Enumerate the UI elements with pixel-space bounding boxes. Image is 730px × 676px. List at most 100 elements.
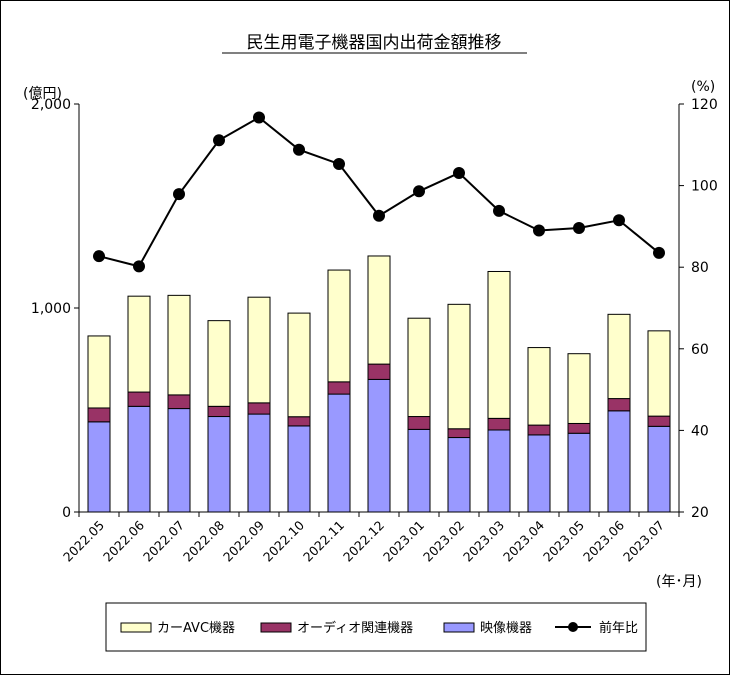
- bar-segment: [87, 407, 111, 423]
- plot-area: 01,0002,000204060801001202022.052022.062…: [31, 97, 718, 565]
- bar-segment: [327, 269, 351, 383]
- bar-segment: [287, 425, 311, 513]
- left-tick-label: 1,000: [31, 301, 71, 317]
- legend-swatch: [443, 622, 475, 633]
- bar-segment: [487, 417, 511, 431]
- line-point: [253, 111, 265, 124]
- right-axis-unit: (%): [691, 79, 715, 95]
- legend-label: カーAVC機器: [157, 621, 235, 636]
- bar-segment: [527, 347, 551, 426]
- x-tick-label: 2022.12: [340, 518, 387, 565]
- bar-segment: [327, 393, 351, 513]
- bar-segment: [367, 378, 391, 513]
- legend-swatch: [260, 622, 292, 633]
- right-tick-label: 80: [691, 260, 709, 276]
- bar-segment: [607, 410, 631, 513]
- bar-segment: [287, 416, 311, 427]
- bar-segment: [167, 294, 191, 396]
- x-tick-label: 2023.01: [380, 518, 427, 565]
- bar-segment: [647, 330, 671, 417]
- line-point: [373, 209, 385, 222]
- x-tick-label: 2022.10: [260, 517, 307, 564]
- bar-segment: [567, 432, 591, 513]
- x-tick-label: 2023.05: [540, 518, 587, 565]
- bar-segment: [487, 270, 511, 419]
- bar-segment: [167, 394, 191, 410]
- right-tick-label: 100: [691, 179, 718, 195]
- x-tick-label: 2022.09: [220, 517, 267, 564]
- line-point: [613, 214, 625, 227]
- x-axis-unit: (年･月): [656, 574, 702, 590]
- line-point: [653, 246, 665, 259]
- bar-segment: [647, 425, 671, 513]
- x-tick-label: 2022.07: [140, 518, 187, 565]
- bar-segment: [127, 295, 151, 393]
- bar-segment: [447, 303, 471, 430]
- line-point: [333, 157, 345, 170]
- x-tick-label: 2022.08: [180, 517, 227, 564]
- x-tick-label: 2022.06: [100, 517, 147, 564]
- bar-segment: [247, 402, 271, 415]
- bar-segment: [287, 312, 311, 418]
- bar-segment: [207, 416, 231, 513]
- legend-swatch: [120, 622, 152, 633]
- legend-label: 前年比: [599, 620, 638, 636]
- line-point: [133, 260, 145, 273]
- bar-segment: [367, 363, 391, 380]
- legend-label: 映像機器: [480, 621, 532, 636]
- line-point: [413, 185, 425, 198]
- x-tick-label: 2023.02: [420, 518, 467, 565]
- right-tick-label: 120: [691, 97, 718, 113]
- line-point: [573, 222, 585, 235]
- bar-segment: [247, 413, 271, 513]
- bar-segment: [127, 391, 151, 407]
- legend: カーAVC機器 オーディオ関連機器 映像機器 前年比: [105, 602, 647, 652]
- x-tick-label: 2022.05: [60, 518, 107, 565]
- left-tick-label: 2,000: [31, 97, 71, 113]
- bar-segment: [327, 381, 351, 395]
- line-point: [173, 188, 185, 201]
- bar-segment: [447, 428, 471, 439]
- bar-segment: [247, 296, 271, 404]
- bar-segment: [87, 335, 111, 409]
- left-tick-label: 0: [62, 505, 71, 521]
- left-axis-unit: (億円): [23, 86, 62, 102]
- x-tick-label: 2023.06: [580, 517, 627, 564]
- bar-segment: [447, 437, 471, 513]
- legend-label: オーディオ関連機器: [297, 620, 413, 636]
- legend-marker: [568, 622, 578, 632]
- bar-segment: [407, 317, 431, 418]
- bar-segment: [567, 353, 591, 424]
- bar-segment: [207, 320, 231, 407]
- x-tick-label: 2023.03: [460, 518, 507, 565]
- line-point: [453, 166, 465, 179]
- line-point: [293, 143, 305, 156]
- right-tick-label: 40: [691, 423, 709, 439]
- x-tick-label: 2022.11: [300, 518, 347, 565]
- bar-segment: [407, 428, 431, 513]
- bar-segment: [527, 434, 551, 513]
- bar-segment: [567, 422, 591, 434]
- line-point: [213, 134, 225, 147]
- bar-segment: [367, 255, 391, 365]
- bar-segment: [407, 416, 431, 430]
- bar-segment: [487, 429, 511, 513]
- chart-title: 民生用電子機器国内出荷金額推移: [247, 33, 502, 53]
- x-tick-label: 2023.04: [500, 517, 547, 564]
- bar-segment: [127, 405, 151, 513]
- line-point: [493, 204, 505, 217]
- bar-segment: [527, 424, 551, 436]
- bar-segment: [647, 415, 671, 427]
- bar-segment: [87, 421, 111, 513]
- x-tick-label: 2023.07: [620, 518, 667, 565]
- bar-segment: [207, 405, 231, 418]
- right-tick-label: 20: [691, 505, 709, 521]
- line-point: [93, 250, 105, 263]
- right-tick-label: 60: [691, 342, 709, 358]
- bar-segment: [607, 313, 631, 400]
- line-point: [533, 224, 545, 237]
- bar-segment: [167, 408, 191, 513]
- bar-segment: [607, 398, 631, 412]
